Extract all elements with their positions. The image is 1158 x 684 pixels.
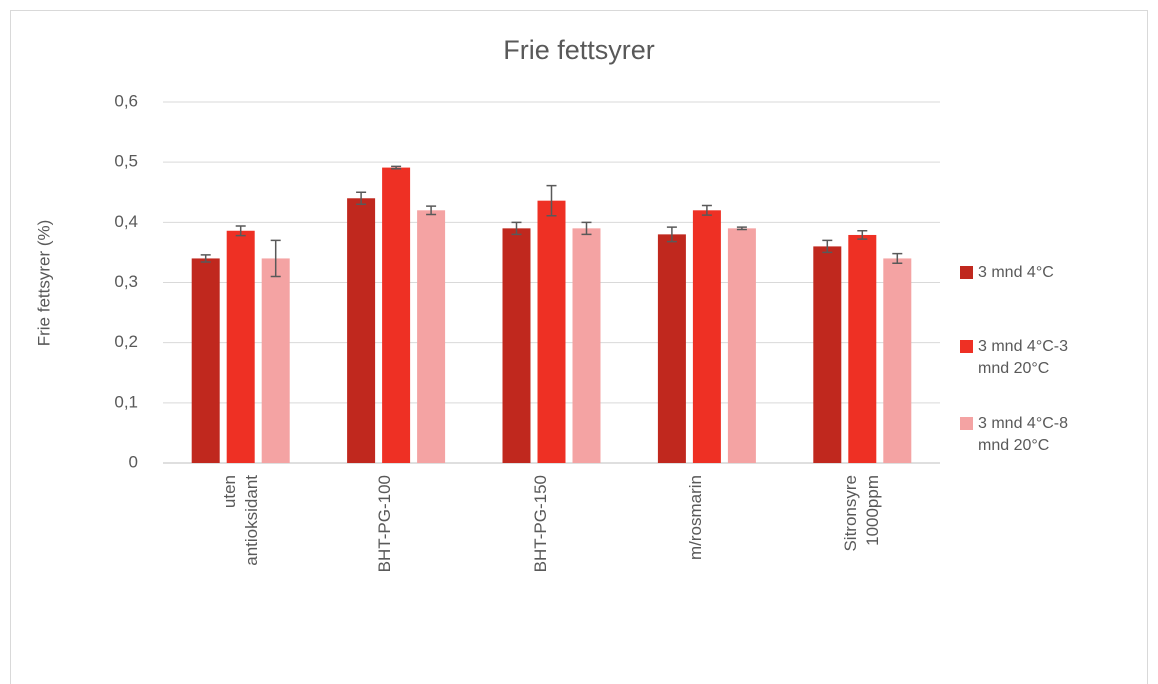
legend-label: 3 mnd 4°C-3 mnd 20°C <box>978 338 1068 377</box>
bar <box>226 230 255 463</box>
x-tick-label: uten antioksidant <box>219 475 261 566</box>
legend-label: 3 mnd 4°C-8 mnd 20°C <box>978 415 1068 454</box>
bar <box>848 234 877 463</box>
y-tick-label: 0,6 <box>114 91 138 110</box>
x-tick-label: Sitronsyre 1000ppm <box>841 475 883 552</box>
error-bar <box>391 165 402 170</box>
error-bar <box>356 191 367 206</box>
error-bar <box>426 205 437 216</box>
bar <box>572 228 601 463</box>
x-tick-label: BHT-PG-100 <box>375 475 395 573</box>
error-bar <box>666 226 677 243</box>
bar <box>692 210 721 463</box>
error-bar <box>857 230 868 240</box>
legend-swatch <box>960 340 973 353</box>
legend-swatch <box>960 266 973 279</box>
y-tick-label: 0,2 <box>114 332 138 351</box>
x-tick-label: BHT-PG-150 <box>530 475 550 573</box>
error-bar <box>736 226 747 231</box>
bar <box>382 167 411 463</box>
bar <box>417 210 446 463</box>
error-bar <box>581 221 592 236</box>
bar <box>657 234 686 463</box>
error-bar <box>511 221 522 236</box>
y-tick-label: 0,4 <box>114 212 138 231</box>
legend-swatch <box>960 417 973 430</box>
chart-title: Frie fettsyrer <box>503 35 655 65</box>
legend-label: 3 mnd 4°C <box>978 264 1054 281</box>
error-bar <box>892 252 903 264</box>
bar <box>347 198 376 463</box>
y-tick-label: 0,1 <box>114 392 138 411</box>
y-axis-label: Frie fettsyrer (%) <box>34 220 53 347</box>
error-bar <box>270 239 281 278</box>
bar <box>261 258 290 463</box>
bar <box>727 228 756 463</box>
bar <box>813 246 842 463</box>
error-bar <box>546 184 557 217</box>
y-tick-label: 0 <box>129 452 138 471</box>
bar <box>502 228 531 463</box>
y-tick-label: 0,3 <box>114 272 138 291</box>
bar <box>883 258 912 463</box>
x-tick-label: m/rosmarin <box>685 475 705 561</box>
error-bar <box>822 239 833 254</box>
bar <box>537 200 566 463</box>
bar <box>191 258 220 463</box>
y-tick-label: 0,5 <box>114 152 138 171</box>
chart-border <box>10 10 1148 684</box>
error-bar <box>200 254 211 263</box>
error-bar <box>701 204 712 216</box>
error-bar <box>235 225 246 237</box>
